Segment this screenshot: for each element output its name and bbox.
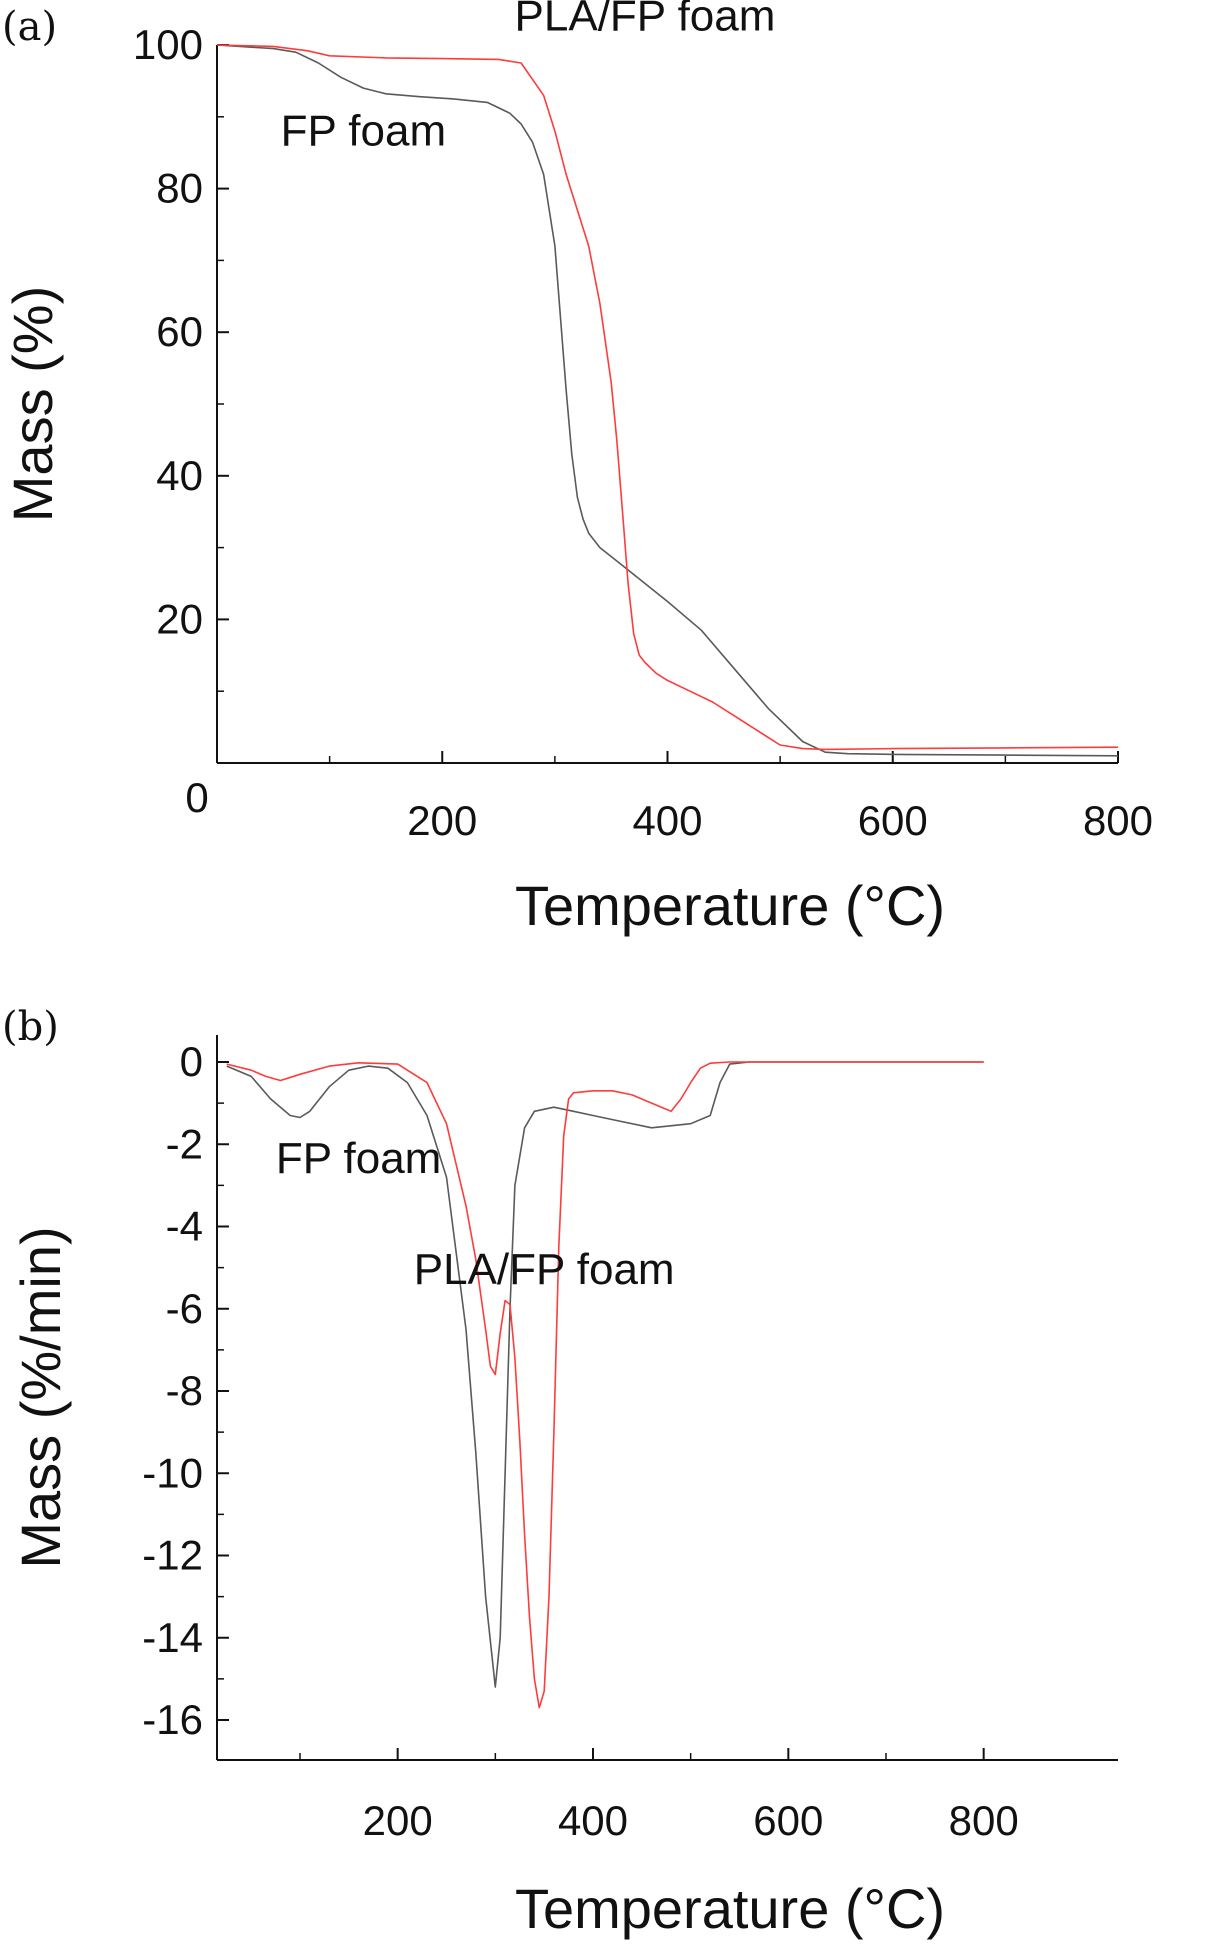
annotation-label: PLA/FP foam — [515, 0, 776, 41]
panel-label: (a) — [2, 4, 57, 50]
annotation-label: PLA/FP foam — [414, 1245, 675, 1294]
y-tick-label: -14 — [142, 1614, 203, 1661]
series-line-fp-foam — [226, 1061, 984, 1688]
x-tick-label: 0 — [185, 774, 208, 821]
y-tick-label: 20 — [156, 595, 203, 642]
y-tick-label: -10 — [142, 1449, 203, 1496]
y-tick-label: 40 — [156, 452, 203, 499]
y-tick-label: -4 — [166, 1203, 203, 1250]
x-axis-title: Temperature (°C) — [515, 1877, 945, 1940]
chart-panel-a: (a) 0 200 400 600 800 20 40 60 80 100 Temperature (… — [1, 0, 1153, 937]
y-tick-label: -12 — [142, 1532, 203, 1579]
annotation-label: FP foam — [281, 107, 446, 156]
y-tick-label: 0 — [180, 1038, 203, 1085]
y-tick-label: 100 — [133, 21, 203, 68]
x-tick-label: 400 — [558, 1797, 628, 1844]
series-line-pla-fp-foam — [226, 1061, 984, 1709]
chart-panel-b: (b) 200 400 600 800 0 -2 -4 -6 -8 -10 -12 -14 -16 Temp… — [2, 1004, 1118, 1940]
x-tick-label: 800 — [1083, 797, 1153, 844]
y-tick-label: -16 — [142, 1696, 203, 1743]
y-tick-label: -6 — [166, 1285, 203, 1332]
x-tick-label: 800 — [949, 1797, 1019, 1844]
x-tick-label: 200 — [407, 797, 477, 844]
series-line-fp-foam — [216, 44, 1119, 757]
y-axis-title: Mass (%/min) — [9, 1226, 72, 1568]
x-tick-label: 600 — [858, 797, 928, 844]
y-tick-label: -2 — [166, 1120, 203, 1167]
x-tick-label: 200 — [363, 1797, 433, 1844]
x-tick-label: 400 — [632, 797, 702, 844]
y-tick-label: 60 — [156, 308, 203, 355]
panel-label: (b) — [2, 1004, 59, 1050]
annotation-label: FP foam — [276, 1134, 441, 1183]
y-tick-label: -8 — [166, 1367, 203, 1414]
y-axis-title: Mass (%) — [1, 286, 64, 522]
series-line-pla-fp-foam — [216, 44, 1119, 751]
x-axis-title: Temperature (°C) — [515, 874, 945, 937]
y-tick-label: 80 — [156, 165, 203, 212]
x-tick-label: 600 — [753, 1797, 823, 1844]
